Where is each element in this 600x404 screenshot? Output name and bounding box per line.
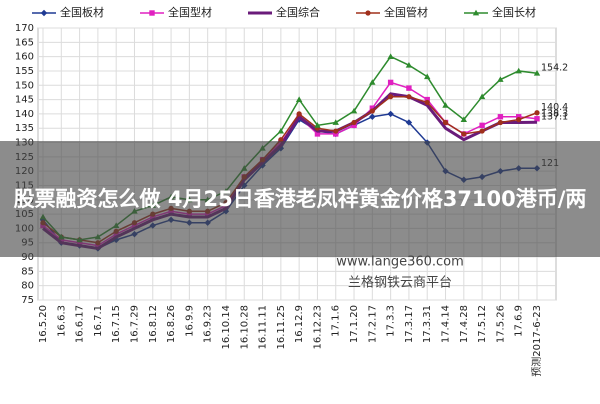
- x-tick-label: 17.5.12: [477, 305, 488, 343]
- x-tick-label: 17.2.17: [367, 305, 378, 343]
- legend-label: 全国综合: [276, 5, 320, 19]
- marker: [365, 10, 370, 15]
- x-tick-label: 17.3.3: [386, 305, 397, 337]
- legend-label: 全国板材: [60, 5, 104, 19]
- x-tick-label: 17.4.14: [441, 305, 452, 343]
- y-tick-label: 80: [21, 281, 34, 292]
- x-tick-label: 预测2017-6-23: [530, 305, 543, 377]
- marker: [333, 128, 338, 133]
- x-tick-label: 17.1.20: [349, 305, 360, 343]
- y-tick-label: 140: [15, 109, 34, 120]
- x-tick-label: 16.6.17: [75, 305, 86, 343]
- x-tick-label: 17.4.28: [459, 305, 470, 343]
- x-tick-label: 17.1.6: [331, 305, 342, 337]
- x-tick-label: 16.6.3: [56, 305, 67, 337]
- x-tick-label: 17.5.26: [495, 305, 506, 343]
- marker: [278, 128, 284, 134]
- x-tick-label: 16.8.26: [166, 305, 177, 343]
- marker: [149, 10, 154, 15]
- marker: [461, 131, 466, 136]
- x-tick-label: 17.3.17: [404, 305, 415, 343]
- banner-text: 股票融资怎么做 4月25日香港老凤祥黄金价格37100港币/两: [10, 182, 590, 216]
- y-tick-label: 170: [15, 23, 34, 34]
- x-tick-label: 16.10.28: [239, 305, 250, 350]
- x-tick-label: 16.9.23: [203, 305, 214, 343]
- y-tick-label: 165: [15, 37, 34, 48]
- marker: [534, 116, 539, 121]
- marker: [425, 100, 430, 105]
- marker: [388, 80, 393, 85]
- y-tick-label: 155: [15, 66, 34, 77]
- marker: [406, 85, 411, 90]
- x-tick-label: 16.7.15: [111, 305, 122, 343]
- x-tick-label: 16.12.23: [312, 305, 323, 350]
- marker: [480, 128, 485, 133]
- y-tick-label: 75: [21, 295, 34, 306]
- marker: [387, 111, 393, 117]
- x-tick-label: 17.6.9: [514, 305, 525, 337]
- x-tick-label: 16.9.9: [184, 305, 195, 337]
- x-tick-label: 17.3.31: [422, 305, 433, 343]
- x-tick-label: 16.7.1: [93, 305, 104, 337]
- x-tick-label: 16.7.29: [129, 305, 140, 343]
- y-tick-label: 145: [15, 95, 34, 106]
- legend-label: 全国长材: [492, 5, 536, 19]
- marker: [351, 120, 356, 125]
- marker: [41, 10, 47, 16]
- y-tick-label: 160: [15, 52, 34, 63]
- x-tick-label: 16.5.20: [38, 305, 49, 343]
- marker: [424, 73, 430, 79]
- data-label: 137.1: [541, 112, 568, 123]
- legend-label: 全国管材: [384, 5, 428, 19]
- marker: [479, 123, 484, 128]
- marker: [498, 120, 503, 125]
- y-tick-label: 135: [15, 123, 34, 134]
- marker: [297, 111, 302, 116]
- x-tick-label: 16.11.25: [276, 305, 287, 350]
- x-tick-label: 16.10.14: [221, 305, 232, 350]
- watermark: 兰格钢铁云商平台: [348, 275, 452, 291]
- banner: 股票融资怎么做 4月25日香港老凤祥黄金价格37100港币/两: [0, 141, 600, 257]
- marker: [443, 120, 448, 125]
- data-label: 154.2: [541, 63, 568, 74]
- x-tick-label: 16.12.9: [294, 305, 305, 343]
- marker: [406, 94, 411, 99]
- legend-label: 全国型材: [168, 5, 212, 19]
- marker: [498, 114, 503, 119]
- marker: [369, 114, 375, 120]
- data-label: 140.4: [541, 102, 568, 113]
- marker: [516, 117, 521, 122]
- x-tick-label: 16.11.11: [258, 305, 269, 350]
- y-tick-label: 150: [15, 80, 34, 91]
- marker: [534, 110, 539, 115]
- x-tick-label: 16.8.12: [148, 305, 159, 343]
- y-tick-label: 85: [21, 266, 34, 277]
- marker: [370, 108, 375, 113]
- marker: [388, 94, 393, 99]
